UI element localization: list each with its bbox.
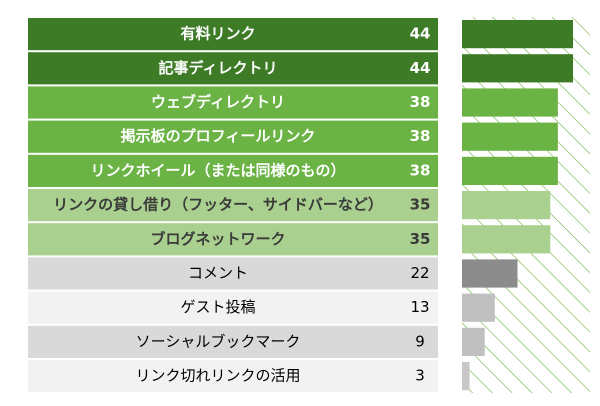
- value-label: 44: [410, 25, 431, 43]
- category-label: ブログネットワーク: [150, 230, 285, 248]
- table-row: [28, 257, 438, 290]
- value-label: 35: [410, 230, 431, 248]
- bar: [462, 20, 573, 49]
- table-row: [28, 86, 438, 119]
- bar: [462, 88, 558, 117]
- value-label: 22: [410, 264, 429, 282]
- bar: [462, 54, 573, 83]
- category-label: リンクの貸し借り（フッター、サイドバーなど）: [53, 196, 383, 214]
- bar: [462, 293, 495, 322]
- table-row: [28, 325, 438, 358]
- table-row: [28, 360, 438, 393]
- category-label: ゲスト投稿: [180, 298, 255, 316]
- table-row: [28, 291, 438, 324]
- value-label: 35: [410, 196, 431, 214]
- bar: [462, 362, 470, 391]
- bar: [462, 327, 485, 356]
- bar: [462, 156, 558, 185]
- table-row: [28, 223, 438, 256]
- table-row: [28, 120, 438, 153]
- bar: [462, 191, 551, 220]
- value-label: 44: [410, 59, 431, 77]
- bar: [462, 122, 558, 151]
- bar: [462, 225, 551, 254]
- category-label: リンク切れリンクの活用: [135, 367, 300, 385]
- bar: [462, 259, 518, 288]
- category-label: 有料リンク: [180, 25, 255, 43]
- table-row: [28, 189, 438, 222]
- value-label: 13: [410, 298, 429, 316]
- category-label: ソーシャルブックマーク: [136, 332, 301, 350]
- category-label: 掲示板のプロフィールリンク: [121, 127, 316, 145]
- category-label: ウェブディレクトリ: [151, 93, 285, 111]
- table-row: [28, 154, 438, 187]
- value-label: 9: [415, 332, 425, 350]
- value-label: 3: [415, 367, 425, 385]
- category-label: リンクホイール（または同様のもの）: [90, 161, 345, 179]
- table-row: [28, 18, 438, 51]
- table-row: [28, 52, 438, 85]
- value-label: 38: [410, 93, 431, 111]
- category-label: 記事ディレクトリ: [159, 59, 278, 77]
- value-label: 38: [410, 161, 431, 179]
- value-label: 38: [410, 127, 431, 145]
- category-label: コメント: [188, 264, 248, 282]
